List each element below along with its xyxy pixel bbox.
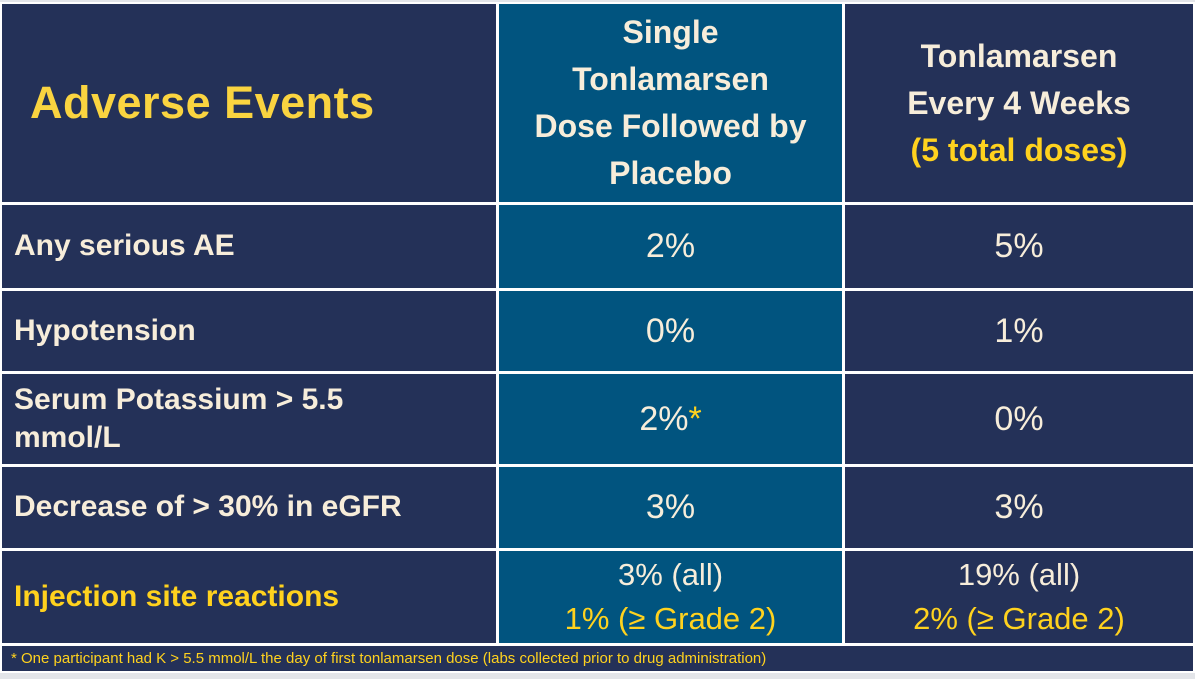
table-title-cell: Adverse Events — [2, 4, 496, 202]
value-injection-single-dose: 3% (all) 1% (≥ Grade 2) — [499, 551, 842, 643]
value-grade2-plus: 1% (≥ Grade 2) — [564, 601, 777, 636]
value-serum-potassium-every4wk: 0% — [845, 374, 1193, 464]
column-header-single-dose: Single Tonlamarsen Dose Followed by Plac… — [499, 4, 842, 202]
footnote-asterisk: * — [688, 399, 702, 438]
value-all-grades: 3% (all) — [617, 557, 724, 592]
column-header-every-4-weeks: Tonlamarsen Every 4 Weeks (5 total doses… — [845, 4, 1193, 202]
value-hypotension-every4wk: 1% — [845, 291, 1193, 371]
row-label-egfr-decrease: Decrease of > 30% in eGFR — [2, 467, 496, 548]
value-egfr-single-dose: 3% — [499, 467, 842, 548]
footnote: * One participant had K > 5.5 mmol/L the… — [2, 646, 1193, 671]
value-text: 3% — [994, 488, 1044, 526]
value-text: 3% — [645, 488, 696, 526]
column-header-single-dose-label: Single Tonlamarsen Dose Followed by Plac… — [534, 14, 807, 191]
column-header-total-doses-label: (5 total doses) — [910, 131, 1128, 168]
value-any-serious-ae-every4wk: 5% — [845, 205, 1193, 288]
value-text: 0% — [645, 311, 696, 350]
value-injection-every4wk: 19% (all) 2% (≥ Grade 2) — [845, 551, 1193, 643]
value-text: 0% — [994, 399, 1044, 438]
value-serum-potassium-single-dose: 2% * — [499, 374, 842, 464]
value-grade2-plus: 2% (≥ Grade 2) — [913, 601, 1125, 636]
value-text: 2% — [645, 227, 696, 265]
row-label-hypotension: Hypotension — [2, 291, 496, 371]
table-title: Adverse Events — [30, 77, 375, 128]
row-label-serum-potassium: Serum Potassium > 5.5 mmol/L — [2, 374, 496, 464]
value-all-grades: 19% (all) — [957, 557, 1081, 592]
row-label-injection-site-reactions: Injection site reactions — [2, 551, 496, 643]
value-text: 1% — [994, 311, 1044, 350]
value-text: 2% — [639, 399, 689, 438]
value-text: 5% — [994, 227, 1044, 265]
column-header-every-4-weeks-label: Tonlamarsen Every 4 Weeks — [907, 37, 1131, 121]
value-any-serious-ae-single-dose: 2% — [499, 205, 842, 288]
value-egfr-every4wk: 3% — [845, 467, 1193, 548]
row-label-any-serious-ae: Any serious AE — [2, 205, 496, 288]
value-hypotension-single-dose: 0% — [499, 291, 842, 371]
